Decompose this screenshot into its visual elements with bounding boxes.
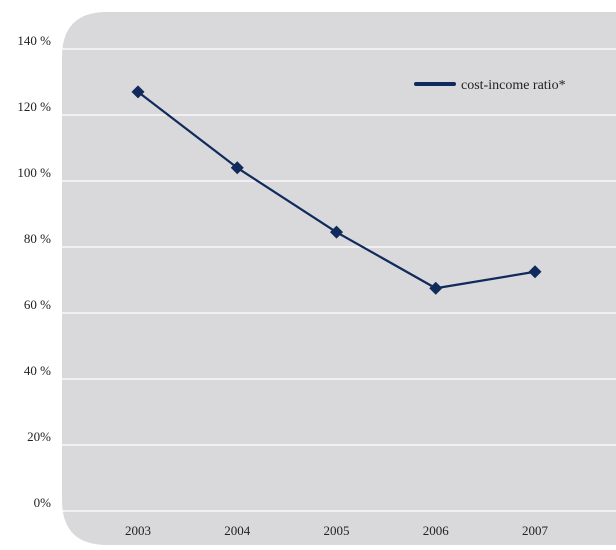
series-layer bbox=[131, 85, 542, 295]
y-axis-tick-labels: 0% 20% 40 % 60 % 80 % 100 % 120 % 140 % bbox=[17, 33, 51, 510]
y-tick-label: 0% bbox=[34, 495, 52, 510]
data-point-marker bbox=[330, 225, 343, 239]
y-tick-label: 20% bbox=[27, 429, 51, 444]
x-tick-label: 2005 bbox=[324, 523, 350, 538]
y-tick-label: 120 % bbox=[17, 99, 51, 114]
legend-label: cost-income ratio* bbox=[461, 78, 566, 93]
data-point-marker bbox=[429, 281, 443, 295]
x-tick-label: 2006 bbox=[423, 523, 450, 538]
x-tick-label: 2007 bbox=[522, 523, 549, 538]
y-tick-label: 140 % bbox=[17, 33, 51, 48]
x-tick-label: 2003 bbox=[125, 523, 151, 538]
x-tick-label: 2004 bbox=[224, 523, 251, 538]
x-axis-tick-labels: 2003 2004 2005 2006 2007 bbox=[125, 523, 549, 538]
y-tick-label: 60 % bbox=[24, 297, 51, 312]
y-tick-label: 40 % bbox=[24, 363, 51, 378]
y-tick-label: 100 % bbox=[17, 165, 51, 180]
plot-background bbox=[62, 12, 616, 545]
legend: cost-income ratio* bbox=[414, 78, 566, 93]
data-point-marker bbox=[230, 161, 244, 175]
y-tick-label: 80 % bbox=[24, 231, 51, 246]
gridlines bbox=[62, 48, 616, 512]
data-point-marker bbox=[131, 85, 145, 99]
data-point-marker bbox=[528, 265, 542, 279]
